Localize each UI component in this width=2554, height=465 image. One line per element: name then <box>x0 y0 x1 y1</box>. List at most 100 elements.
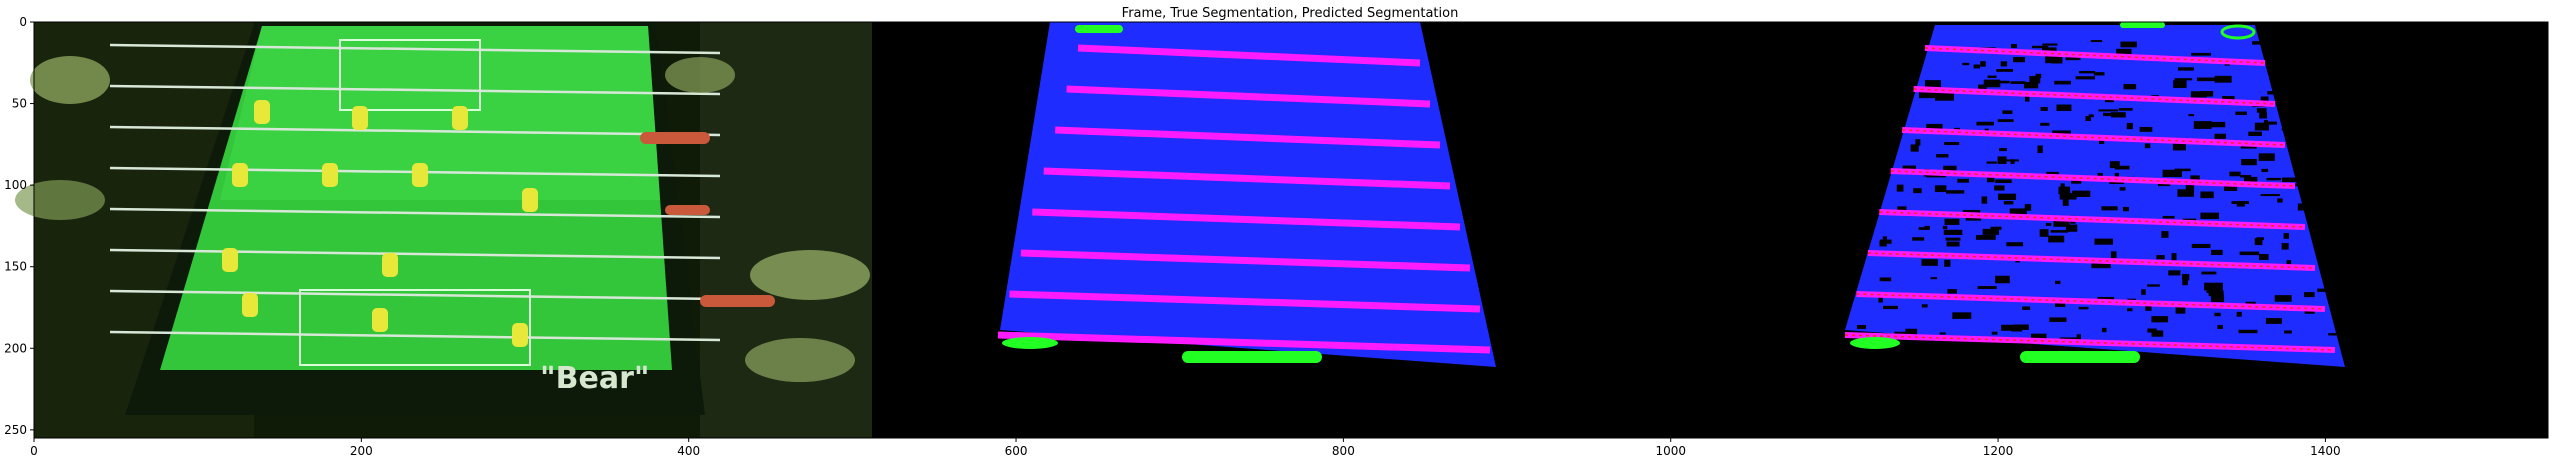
prediction-noise <box>2201 271 2217 275</box>
predicted-rod-edge <box>1879 211 2306 228</box>
prediction-noise <box>2288 183 2307 187</box>
prediction-noise <box>1934 185 1947 192</box>
prediction-noise <box>1947 289 1957 294</box>
prediction-noise <box>2072 190 2091 197</box>
prediction-noise <box>1942 225 1948 230</box>
prediction-noise <box>1939 332 1946 335</box>
prediction-noise <box>2217 325 2223 329</box>
prediction-noise <box>1996 68 2014 72</box>
prediction-noise <box>2214 133 2226 139</box>
prediction-noise <box>2261 168 2269 172</box>
prediction-noise <box>2009 208 2027 215</box>
prediction-noise <box>2129 86 2136 90</box>
prediction-noise <box>2045 223 2052 226</box>
prediction-noise <box>2210 294 2225 302</box>
prediction-noise <box>2267 91 2279 95</box>
prediction-noise <box>1991 331 1998 335</box>
prediction-noise <box>2075 76 2095 80</box>
prediction-noise <box>1982 228 1999 235</box>
predicted-rod-edge <box>1924 47 2266 64</box>
prediction-noise <box>2071 180 2082 184</box>
player-figure <box>254 100 270 124</box>
player-figure <box>522 188 538 212</box>
prediction-noise <box>1944 218 1960 225</box>
prediction-noise <box>2235 111 2247 116</box>
prediction-noise <box>2178 67 2194 71</box>
prediction-noise <box>2277 198 2283 203</box>
prediction-noise <box>2024 204 2032 211</box>
prediction-noise <box>2161 231 2169 238</box>
prediction-noise <box>2114 172 2119 180</box>
prediction-noise <box>2090 40 2103 43</box>
prediction-noise <box>1896 184 1904 192</box>
prediction-noise <box>1975 234 1996 240</box>
prediction-noise <box>2006 242 2024 247</box>
prediction-noise <box>2260 194 2281 197</box>
player-figure <box>452 106 468 130</box>
table-brand-text: "Bear" <box>540 361 650 396</box>
predicted-rod-edge <box>1913 88 2276 105</box>
prediction-noise <box>2211 249 2223 255</box>
prediction-noise <box>1856 324 1866 329</box>
frame-rod <box>109 125 721 137</box>
prediction-noise <box>2000 61 2008 67</box>
frame-rod <box>109 289 721 301</box>
prediction-noise <box>2055 300 2066 307</box>
prediction-noise <box>2098 109 2119 112</box>
prediction-noise <box>1962 62 1970 66</box>
prediction-noise <box>2110 251 2117 259</box>
predicted-segmentation-panel <box>1710 22 2548 438</box>
x-tick-label: 800 <box>1332 444 1355 458</box>
prediction-noise <box>2283 233 2290 239</box>
prediction-noise <box>2050 55 2063 64</box>
prediction-noise <box>2094 238 2113 245</box>
prediction-noise <box>1915 139 1921 146</box>
prediction-noise <box>2098 138 2105 144</box>
player-figure <box>352 106 368 130</box>
prediction-noise <box>2173 80 2187 88</box>
prediction-noise <box>1879 239 1892 244</box>
prediction-noise <box>2240 145 2257 149</box>
prediction-noise <box>2118 108 2133 111</box>
player-figure <box>372 308 388 332</box>
prediction-noise <box>2042 43 2058 46</box>
prediction-noise <box>2281 177 2301 183</box>
prediction-noise <box>2058 186 2071 195</box>
frame-rod <box>109 43 721 55</box>
frame-rod <box>109 207 721 219</box>
prediction-noise <box>2265 121 2277 125</box>
prediction-noise <box>2040 122 2050 126</box>
prediction-noise <box>2214 75 2232 83</box>
prediction-noise <box>1897 206 1907 211</box>
prediction-noise <box>2091 260 2111 269</box>
frame-rod <box>109 248 721 260</box>
prediction-noise <box>1918 227 1930 230</box>
prediction-noise <box>2122 206 2129 212</box>
prediction-noise <box>2078 306 2089 310</box>
prediction-noise <box>2224 63 2230 66</box>
prediction-noise <box>1934 92 1954 101</box>
prediction-noise <box>2050 230 2069 233</box>
prediction-noise <box>2284 330 2292 334</box>
prediction-noise <box>1878 294 1883 303</box>
prediction-noise <box>2236 201 2245 207</box>
prediction-noise <box>2024 95 2030 102</box>
prediction-noise <box>1944 141 1960 146</box>
prediction-noise <box>1883 305 1898 310</box>
prediction-noise <box>2260 96 2269 104</box>
prediction-noise <box>2010 44 2017 48</box>
prediction-noise <box>2229 171 2241 177</box>
prediction-noise <box>1943 165 1957 172</box>
prediction-noise <box>2191 243 2211 249</box>
prediction-noise <box>2062 198 2069 206</box>
prediction-noise <box>2030 333 2047 342</box>
prediction-noise <box>2037 145 2043 154</box>
x-axis: 0 200 400 600 800 1000 1200 1400 <box>30 438 2341 458</box>
predicted-rod-edge <box>1844 334 2336 351</box>
prediction-noise <box>2259 112 2268 119</box>
prediction-noise <box>1994 185 2005 191</box>
prediction-noise <box>1962 209 1981 214</box>
prediction-noise <box>2196 77 2216 82</box>
prediction-noise <box>1997 156 2007 164</box>
